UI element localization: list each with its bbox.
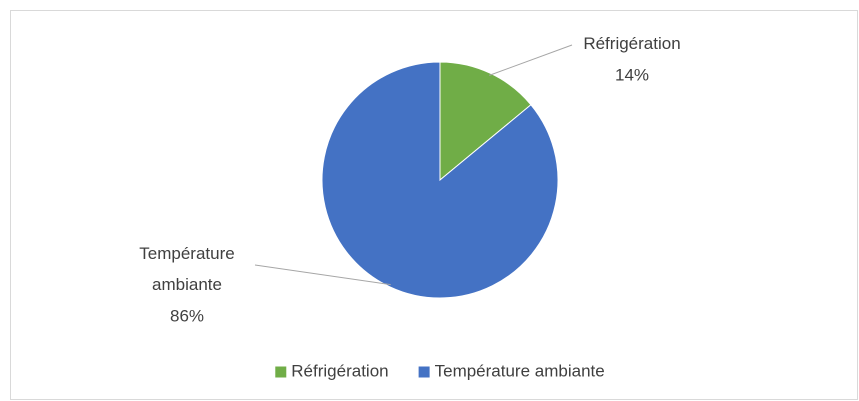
data-label-category: Réfrigération: [583, 34, 680, 53]
data-label-category: Température ambiante: [139, 244, 234, 294]
data-label-value: 14%: [615, 65, 649, 84]
legend: Réfrigération Température ambiante: [275, 361, 605, 380]
legend-swatch: [275, 366, 287, 378]
leader-line: [489, 44, 573, 76]
leader-line: [254, 264, 391, 286]
legend-label: Réfrigération: [291, 361, 388, 380]
label-line: ambiante: [152, 275, 222, 294]
data-label-value: 86%: [170, 306, 204, 325]
pie-slice: [321, 61, 559, 299]
legend-swatch: [418, 366, 430, 378]
legend-label: Température ambiante: [435, 361, 605, 380]
label-line: Réfrigération: [583, 34, 680, 53]
pie-slice: [439, 61, 532, 182]
label-line: Température: [139, 244, 234, 263]
